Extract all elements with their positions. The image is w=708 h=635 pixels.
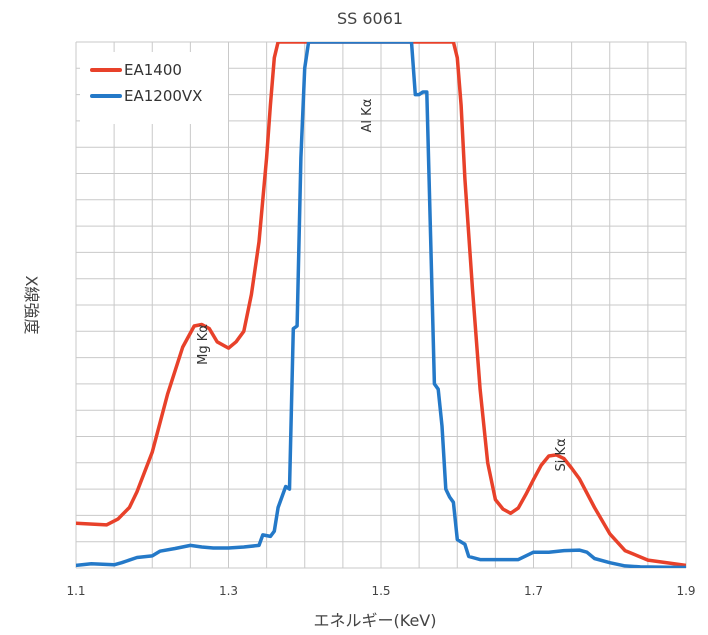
x-tick-label: 1.7 — [524, 584, 543, 598]
annotations: Mg Kα Al Kα Si Kα — [196, 99, 569, 472]
series-layer — [76, 42, 686, 568]
x-axis: 1.1 1.3 1.5 1.7 1.9 — [66, 584, 695, 598]
x-axis-title: エネルギー(KeV) — [314, 611, 437, 630]
series-line-ea1200vx — [76, 42, 686, 568]
chart-title: SS 6061 — [337, 9, 403, 28]
x-tick-label: 1.3 — [219, 584, 238, 598]
x-tick-label: 1.5 — [371, 584, 390, 598]
legend: EA1400 EA1200VX — [80, 52, 228, 124]
series-line-ea1400 — [76, 42, 686, 568]
x-tick-label: 1.1 — [66, 584, 85, 598]
legend-box — [80, 52, 228, 124]
x-tick-label: 1.9 — [676, 584, 695, 598]
peak-label: Mg Kα — [196, 324, 211, 365]
peak-label: Si Kα — [554, 438, 569, 471]
peak-label: Al Kα — [360, 99, 375, 133]
legend-label-ea1400: EA1400 — [124, 61, 182, 79]
legend-label-ea1200vx: EA1200VX — [124, 87, 202, 105]
y-axis-title: X線強度 — [22, 276, 41, 335]
